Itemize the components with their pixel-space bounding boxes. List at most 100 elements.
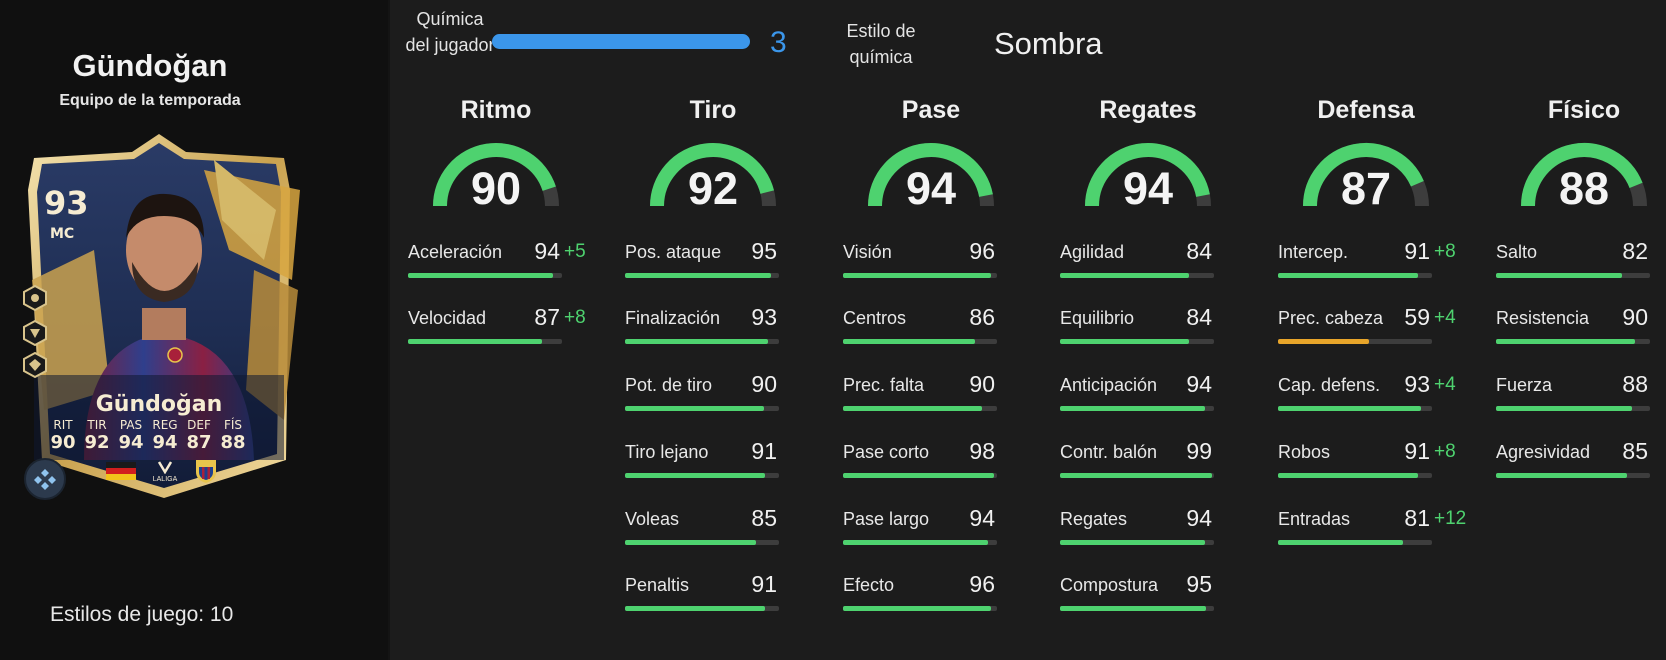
attribute-row[interactable]: Pos. ataque 95 [625,238,801,302]
attribute-name: Anticipación [1060,375,1158,395]
attribute-value: 84 [1186,238,1212,264]
attribute-row[interactable]: Agresividad 85 [1496,438,1666,502]
attribute-value: 85 [751,505,777,531]
attribute-bar-fill [843,339,976,344]
chemistry-style-label: Estilo de química [846,21,916,67]
attribute-value: 99 [1186,438,1212,464]
attribute-chemistry-boost: +12 [1434,508,1467,529]
attribute-bar-fill [1278,273,1419,278]
attribute-row[interactable]: Visión 96 [843,238,1019,302]
gauge-fill [1303,143,1424,207]
attribute-bar-fill [1278,406,1422,411]
attribute-name: Entradas [1278,509,1351,529]
attribute-row[interactable]: Pase corto 98 [843,438,1019,502]
attribute-row[interactable]: Pot. de tiro 90 [625,371,801,435]
attribute-row[interactable]: Cap. defens. 93 +4 [1278,371,1456,435]
attribute-row[interactable]: Fuerza 88 [1496,371,1666,435]
attribute-name: Tiro lejano [625,442,709,462]
attribute-row[interactable]: Anticipación 94 [1060,371,1236,435]
category-rating: 87 [1340,163,1392,214]
attribute-name: Agilidad [1060,242,1125,262]
attribute-name: Equilibrio [1060,308,1135,328]
attribute-bar-fill [843,540,988,545]
attribute-row[interactable]: Tiro lejano 91 [625,438,801,502]
attribute-bar-fill [1496,339,1635,344]
attribute-name: Prec. falta [843,375,925,395]
attribute-bar-fill [625,540,756,545]
attribute-row[interactable]: Compostura 95 [1060,571,1236,635]
attribute-value: 96 [969,571,995,597]
attribute-value: 84 [1186,304,1212,330]
card-position: MC [50,226,75,242]
attribute-value: 81 [1404,505,1430,531]
attribute-value: 94 [1186,371,1212,397]
attribute-value: 94 [1186,505,1212,531]
attribute-row[interactable]: Equilibrio 84 [1060,304,1236,368]
attribute-bar-fill [843,606,991,611]
attribute-row[interactable]: Efecto 96 [843,571,1019,635]
attribute-row[interactable]: Intercep. 91 +8 [1278,238,1456,302]
attribute-row[interactable]: Velocidad 87 +8 [408,304,586,368]
attribute-name: Aceleración [408,242,503,262]
laliga-logo-icon: LALIGA [148,460,182,483]
attribute-bar [1060,473,1214,478]
attribute-bar-fill [1060,606,1207,611]
attribute-row[interactable]: Agilidad 84 [1060,238,1236,302]
attribute-chemistry-boost: +4 [1434,307,1456,328]
attribute-name: Voleas [625,509,680,529]
attribute-chemistry-boost: +8 [1434,241,1456,262]
attribute-row[interactable]: Prec. falta 90 [843,371,1019,435]
gauge-fill [868,143,993,207]
attribute-bar-fill [625,406,764,411]
attribute-name: Agresividad [1496,442,1591,462]
evolution-icon[interactable] [24,458,66,500]
attribute-bar-fill [1278,473,1419,478]
category-title: Pase [901,96,961,124]
attribute-row[interactable]: Entradas 81 +12 [1278,505,1466,569]
attribute-row[interactable]: Prec. cabeza 59 +4 [1278,304,1456,368]
attribute-bar [1060,606,1214,611]
attribute-row[interactable]: Voleas 85 [625,505,801,569]
attribute-row[interactable]: Robos 91 +8 [1278,438,1456,502]
attribute-row[interactable]: Penaltis 91 [625,571,801,635]
attribute-row[interactable]: Regates 94 [1060,505,1236,569]
attribute-row[interactable]: Contr. balón 99 [1060,438,1236,502]
attribute-value: 91 [751,571,777,597]
attribute-bar [625,473,779,478]
attribute-bar [625,540,779,545]
attribute-bar-fill [843,473,994,478]
gauge-fill [1085,143,1210,207]
attribute-bar [1278,473,1432,478]
attribute-bar-fill [625,339,769,344]
attribute-name: Intercep. [1278,242,1349,262]
attribute-row[interactable]: Pase largo 94 [843,505,1019,569]
chemistry-bar [492,34,750,49]
attribute-chemistry-boost: +8 [564,307,586,328]
category-gauge [1303,143,1429,207]
attribute-bar [1496,339,1650,344]
category-gauge [868,143,994,207]
attribute-row[interactable]: Aceleración 94 +5 [408,238,586,302]
card-stat-fis: FÍS 88 [220,418,246,453]
attribute-row[interactable]: Salto 82 [1496,238,1666,302]
attribute-value: 59 [1404,304,1430,330]
attribute-row[interactable]: Finalización 93 [625,304,801,368]
player-name-title: Gündoğan [72,48,228,83]
attribute-value: 85 [1622,438,1648,464]
category-rating: 94 [1122,163,1174,214]
attribute-column-0: Ritmo 90 Aceleración 94 +5 Velocidad 87 +8 [408,92,586,652]
attribute-value: 95 [1186,571,1212,597]
player-card[interactable]: 93 MC Gündoğan RIT 90 TIR 92 PAS 94 REG 94 D… [14,130,304,505]
attribute-row[interactable]: Resistencia 90 [1496,304,1666,368]
attribute-bar-fill [1060,540,1205,545]
attribute-bar [625,339,779,344]
attribute-bar-fill [625,273,772,278]
attribute-bar [408,273,562,278]
attribute-chemistry-boost: +8 [1434,441,1456,462]
attribute-row[interactable]: Centros 86 [843,304,1019,368]
attribute-value: 98 [969,438,995,464]
chemistry-style-value[interactable]: Sombra [994,26,1103,61]
playstyles-count[interactable]: Estilos de juego: 10 [50,603,234,626]
attribute-bar-fill [408,273,553,278]
attribute-bar [625,273,779,278]
